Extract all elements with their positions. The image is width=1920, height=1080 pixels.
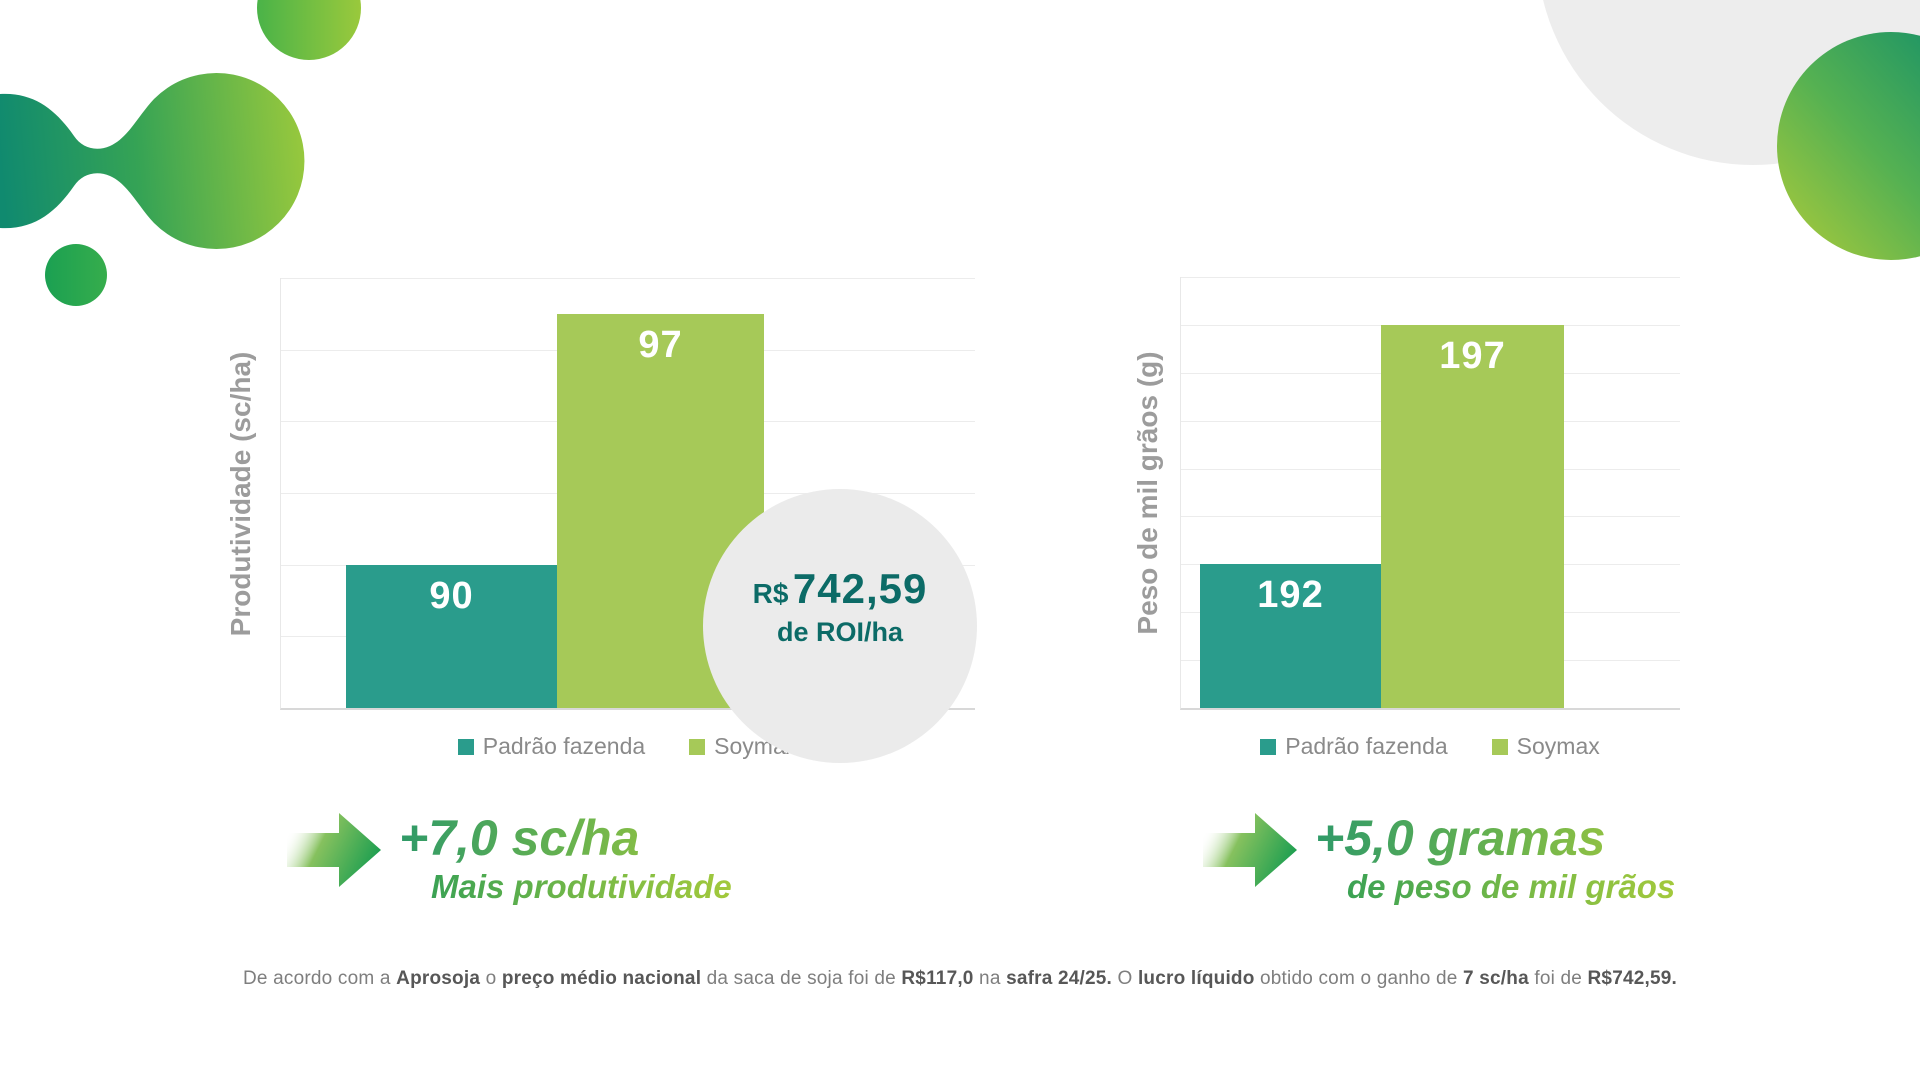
small-circle-top xyxy=(257,0,361,60)
annotation-productivity-title: +7,0 sc/ha xyxy=(399,810,732,866)
footnote-segment: O xyxy=(1112,968,1138,989)
legend-item-soymax: Soymax xyxy=(1491,733,1600,760)
annotation-productivity: +7,0 sc/ha Mais produtividade xyxy=(287,810,732,907)
roi-caption: de ROI/ha xyxy=(776,616,904,647)
legend-label: Padrão fazenda xyxy=(1285,733,1448,759)
annotation-productivity-subtitle: Mais produtividade xyxy=(431,866,732,907)
roi-currency: R$ xyxy=(752,577,789,609)
gridline xyxy=(281,278,975,279)
footnote-bold-segment: 7 sc/ha xyxy=(1463,968,1529,989)
legend-item-padra-o-fazenda: Padrão fazenda xyxy=(457,733,646,760)
footnote-segment: o xyxy=(480,968,502,989)
roi-amount: 742,59 xyxy=(792,564,928,612)
metaball-blob xyxy=(0,73,305,250)
legend-item-padra-o-fazenda: Padrão fazenda xyxy=(1260,733,1448,760)
footnote-bold-segment: Aprosoja xyxy=(396,968,481,989)
legend-label: Padrão fazenda xyxy=(482,733,646,759)
bar-padra-o-fazenda: 90 xyxy=(346,565,557,708)
bar-value-label: 192 xyxy=(1257,574,1324,616)
legend-swatch-icon xyxy=(689,738,706,755)
annotation-grain-weight: +5,0 gramas de peso de mil grãos xyxy=(1203,810,1675,907)
footnote-bold-segment: lucro líquido xyxy=(1137,968,1255,989)
footnote-segment: na xyxy=(973,968,1007,989)
arrow-right-icon xyxy=(287,813,381,887)
right-chart-legend: Padrão fazenda Soymax xyxy=(1150,733,1710,760)
legend-label: Soymax xyxy=(1516,733,1600,759)
right-chart-y-axis-label: Peso de mil grãos (g) xyxy=(1132,351,1163,635)
footnote-bold-segment: preço médio nacional xyxy=(501,968,702,989)
gridline xyxy=(1181,277,1680,278)
legend-swatch-icon xyxy=(1260,738,1277,755)
footnote-segment: da saca de soja foi de xyxy=(701,968,902,989)
bar-value-label: 197 xyxy=(1439,335,1506,377)
bar-padra-o-fazenda: 192 xyxy=(1200,564,1381,708)
roi-badge: R$ 742,59 de ROI/ha xyxy=(703,489,977,763)
legend-swatch-icon xyxy=(457,738,474,755)
arrow-right-icon xyxy=(1203,813,1297,887)
right-chart-plot-area: 192 197 xyxy=(1180,277,1680,710)
bar-value-label: 97 xyxy=(638,324,683,366)
small-circle-bottom xyxy=(45,244,107,306)
bar-value-label: 90 xyxy=(429,575,474,617)
footnote-bold-segment: R$117,0 xyxy=(901,968,974,989)
footnote-bold-segment: safra 24/25. xyxy=(1006,968,1113,989)
footnote: De acordo com a Aprosoja o preço médio n… xyxy=(0,968,1920,990)
legend-swatch-icon xyxy=(1491,738,1508,755)
annotation-grain-weight-subtitle: de peso de mil grãos xyxy=(1347,866,1675,907)
footnote-segment: obtido com o ganho de xyxy=(1254,968,1464,989)
footnote-segment: De acordo com a xyxy=(242,968,397,989)
footnote-segment: foi de xyxy=(1528,968,1588,989)
footnote-bold-segment: R$742,59. xyxy=(1587,968,1677,989)
decorative-blob-topleft xyxy=(0,0,361,306)
bar-soymax: 197 xyxy=(1381,325,1564,708)
annotation-grain-weight-title: +5,0 gramas xyxy=(1315,810,1675,866)
roi-value-line: R$ 742,59 xyxy=(753,565,928,613)
left-chart-y-axis-label: Produtividade (sc/ha) xyxy=(225,351,256,637)
